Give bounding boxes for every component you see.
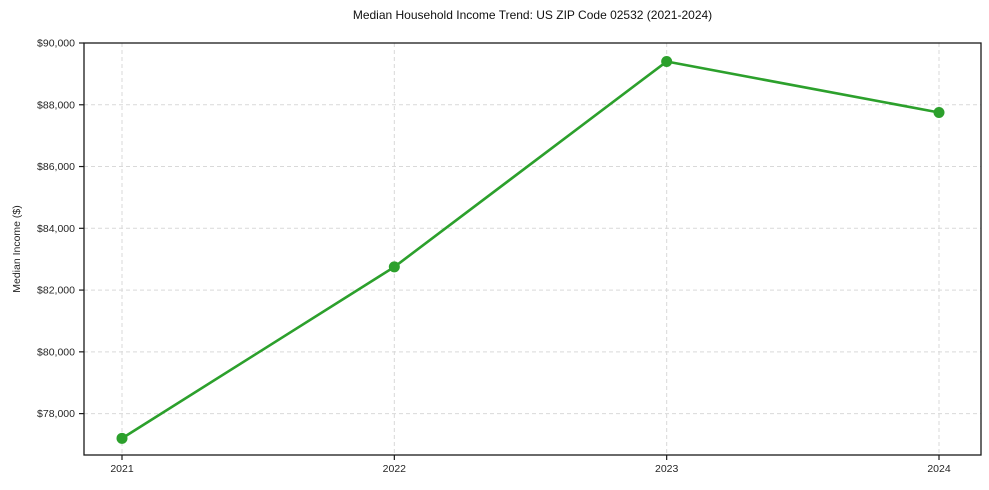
axis-tick-labels: $78,000 $80,000 $82,000 $84,000 $86,000 $88,0…: [37, 38, 951, 476]
y-tick-label: $86,000: [37, 161, 75, 173]
y-tick-label: $78,000: [37, 408, 75, 420]
income-trend-line: [120, 60, 941, 440]
plot-border: [83, 42, 982, 456]
data-point-2021: [116, 432, 128, 444]
y-tick-label: $90,000: [37, 38, 75, 50]
axis-ticks: [79, 42, 940, 460]
y-tick-label: $88,000: [37, 99, 75, 111]
y-tick-label: $80,000: [37, 346, 75, 358]
chart-title: Median Household Income Trend: US ZIP Co…: [352, 8, 713, 22]
y-axis-label: Median Income ($): [11, 205, 23, 293]
data-point-2023: [661, 56, 673, 68]
y-tick-label: $82,000: [37, 285, 75, 297]
x-tick-label: 2021: [110, 463, 134, 475]
x-tick-label: 2022: [383, 463, 407, 475]
data-point-2022: [388, 261, 400, 273]
data-point-2024: [933, 106, 945, 118]
y-tick-label: $84,000: [37, 223, 75, 235]
gridlines: [84, 42, 981, 455]
x-tick-label: 2023: [655, 463, 679, 475]
x-tick-label: 2024: [927, 463, 951, 475]
